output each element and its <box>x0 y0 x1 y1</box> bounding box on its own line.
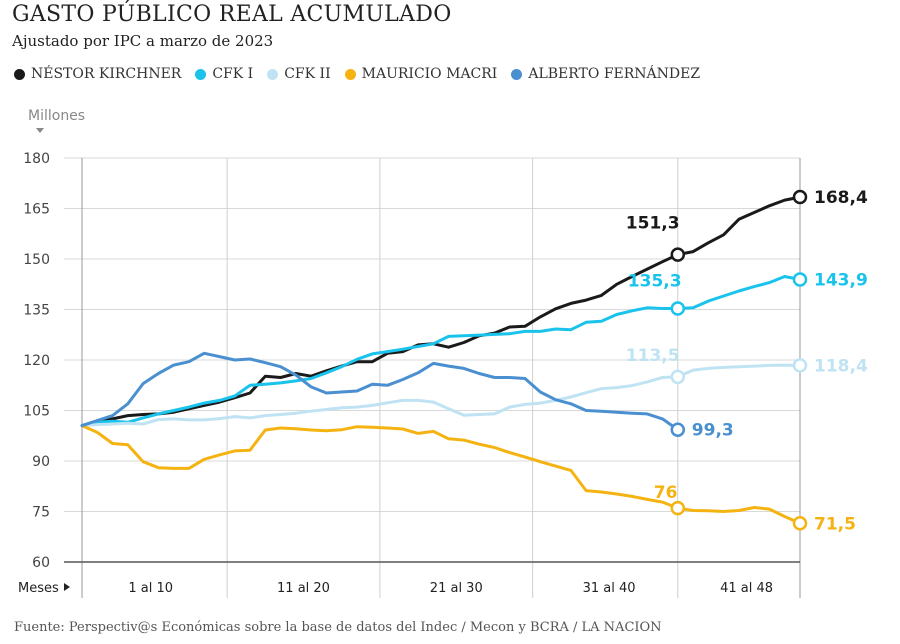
chart-title: GASTO PÚBLICO REAL ACUMULADO <box>12 2 452 27</box>
x-group-label: 31 al 40 <box>583 581 636 596</box>
data-label: 135,3 <box>628 271 682 291</box>
y-tick-label: 165 <box>23 202 50 218</box>
data-label: 71,5 <box>814 514 856 534</box>
legend-dot-icon <box>344 68 356 80</box>
data-label: 143,9 <box>814 271 868 291</box>
legend-item-cfk-i: CFK I <box>195 66 253 82</box>
x-group-label: 1 al 10 <box>128 581 173 596</box>
legend-label: NÉSTOR KIRCHNER <box>31 66 182 82</box>
legend-item-cfk-ii: CFK II <box>267 66 331 82</box>
y-tick-label: 120 <box>23 353 50 369</box>
end-marker <box>670 500 686 516</box>
data-label: 168,4 <box>814 188 868 208</box>
y-tick-label: 135 <box>23 303 50 319</box>
legend-dot-icon <box>14 68 25 80</box>
x-group-label: 41 al 48 <box>720 581 773 596</box>
end-marker <box>670 247 686 262</box>
unit-arrow-icon <box>36 128 44 133</box>
legend-label: CFK II <box>284 66 331 82</box>
series-line <box>80 363 802 428</box>
series-line <box>80 195 802 428</box>
y-tick-label: 105 <box>23 404 50 420</box>
legend-item-nestor-kirchner: NÉSTOR KIRCHNER <box>14 66 181 82</box>
end-marker <box>792 358 808 373</box>
end-marker <box>792 272 808 287</box>
y-tick-label: 150 <box>23 252 50 268</box>
y-tick-label: 75 <box>32 505 50 521</box>
data-label: 113,5 <box>626 346 680 366</box>
y-tick-label: 60 <box>32 555 50 571</box>
y-tick-label: 90 <box>32 454 50 470</box>
chart-subtitle: Ajustado por IPC a marzo de 2023 <box>12 32 274 50</box>
legend-item-mauricio-macri: MAURICIO MACRI <box>344 66 498 82</box>
x-group-label: 11 al 20 <box>277 581 330 596</box>
legend-item-alberto-fernandez: ALBERTO FERNÁNDEZ <box>511 66 700 82</box>
data-label: 151,3 <box>626 214 680 234</box>
y-tick-label: 180 <box>23 151 50 167</box>
legend-dot-icon <box>267 68 279 80</box>
source-note: Fuente: Perspectiv@s Económicas sobre la… <box>14 620 662 635</box>
y-unit-label: Millones <box>28 108 86 124</box>
end-marker <box>670 369 686 385</box>
data-label: 99,3 <box>692 421 734 441</box>
x-group-label: 21 al 30 <box>430 581 483 596</box>
series-line <box>80 275 802 428</box>
end-marker <box>792 189 808 205</box>
x-axis-title: Meses <box>18 581 59 596</box>
end-marker <box>792 516 808 531</box>
chart-legend: NÉSTOR KIRCHNER CFK I CFK II MAURICIO MA… <box>14 66 700 82</box>
end-marker <box>670 301 686 316</box>
legend-label: CFK I <box>212 66 254 82</box>
legend-dot-icon <box>511 68 523 80</box>
legend-label: MAURICIO MACRI <box>361 66 498 82</box>
data-label: 118,4 <box>814 356 868 376</box>
x-axis-arrow-icon <box>64 583 70 591</box>
series-line <box>80 351 680 432</box>
data-label: 76 <box>654 483 678 503</box>
legend-label: ALBERTO FERNÁNDEZ <box>528 66 701 82</box>
end-marker <box>670 422 686 437</box>
legend-dot-icon <box>195 68 207 80</box>
